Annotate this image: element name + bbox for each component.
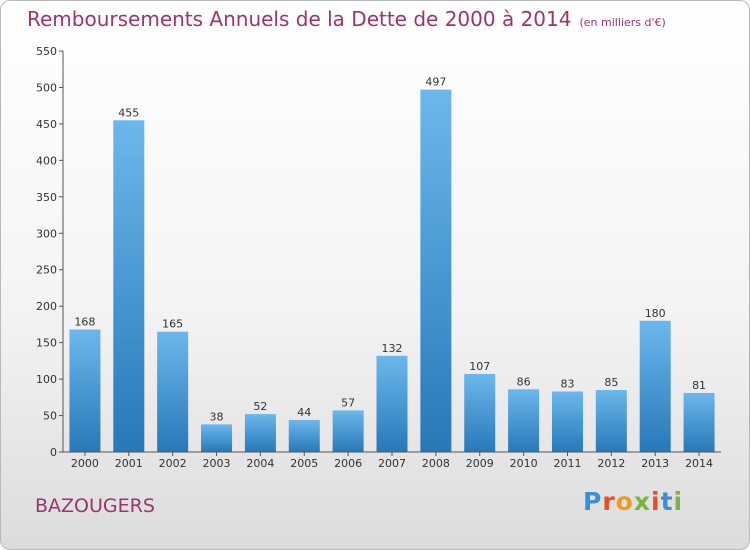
value-label-2010: 86 xyxy=(517,375,531,388)
x-tick-label-2002: 2002 xyxy=(159,457,187,470)
x-tick-label-2010: 2010 xyxy=(510,457,538,470)
y-tick-label: 450 xyxy=(36,118,57,131)
value-label-2001: 455 xyxy=(118,106,139,119)
y-tick-label: 350 xyxy=(36,191,57,204)
bar-2007 xyxy=(376,355,408,452)
y-tick-label: 300 xyxy=(36,227,57,240)
x-tick-label-2006: 2006 xyxy=(334,457,362,470)
bars: 168 455 165 38 52 44 57 132 497 107 86 83 85 180 81 xyxy=(69,76,715,452)
logo-letter: o xyxy=(615,487,634,516)
x-tick-label-2014: 2014 xyxy=(685,457,713,470)
x-tick-label-2011: 2011 xyxy=(553,457,581,470)
x-tick-label-2009: 2009 xyxy=(466,457,494,470)
x-tick-label-2005: 2005 xyxy=(290,457,318,470)
bar-2006 xyxy=(332,410,364,452)
value-label-2005: 44 xyxy=(297,406,311,419)
x-tick-label-2001: 2001 xyxy=(115,457,143,470)
x-tick-label-2008: 2008 xyxy=(422,457,450,470)
y-tick-label: 100 xyxy=(36,373,57,386)
value-label-2000: 168 xyxy=(74,316,95,329)
bar-2009 xyxy=(464,373,496,452)
bar-2002 xyxy=(157,331,189,452)
value-label-2009: 107 xyxy=(469,360,490,373)
bar-2011 xyxy=(551,391,583,452)
bar-2000 xyxy=(69,329,101,452)
x-tick-label-2007: 2007 xyxy=(378,457,406,470)
value-label-2007: 132 xyxy=(382,342,403,355)
value-label-2011: 83 xyxy=(560,377,574,390)
y-axis: 0 50 100 150 200 250 300 350 400 450 500 550 xyxy=(36,45,64,459)
value-label-2012: 85 xyxy=(604,376,618,389)
x-tick-label-2012: 2012 xyxy=(597,457,625,470)
value-label-2004: 52 xyxy=(253,400,267,413)
logo-letter: P xyxy=(583,487,603,516)
y-tick-label: 150 xyxy=(36,337,57,350)
bar-2013 xyxy=(639,320,671,452)
x-tick-label-2000: 2000 xyxy=(71,457,99,470)
value-label-2013: 180 xyxy=(645,307,666,320)
value-label-2003: 38 xyxy=(210,410,224,423)
x-tick-label-2004: 2004 xyxy=(246,457,274,470)
logo-letter: i xyxy=(651,487,661,516)
value-label-2014: 81 xyxy=(692,379,706,392)
chart-title: Remboursements Annuels de la Dette de 20… xyxy=(27,7,666,31)
value-label-2002: 165 xyxy=(162,318,183,331)
bar-2010 xyxy=(508,389,540,452)
y-tick-label: 50 xyxy=(43,410,57,423)
y-tick-label: 400 xyxy=(36,154,57,167)
y-tick-label: 550 xyxy=(36,45,57,58)
x-tick-label-2013: 2013 xyxy=(641,457,669,470)
logo-letter: t xyxy=(660,487,674,516)
logo-letter: i xyxy=(673,487,684,516)
y-tick-label: 500 xyxy=(36,81,57,94)
proxiti-logo: Proxiti xyxy=(583,487,683,516)
y-tick-label: 250 xyxy=(36,264,57,277)
bar-2003 xyxy=(201,424,233,452)
value-label-2008: 497 xyxy=(425,76,446,89)
x-axis: 2000 2001 2002 2003 2004 2005 2006 2007 2008 2009… xyxy=(63,451,721,470)
bar-2004 xyxy=(244,414,276,452)
bar-2005 xyxy=(288,419,320,452)
bar-2012 xyxy=(595,390,627,452)
bar-2014 xyxy=(683,392,715,452)
commune-name: BAZOUGERS xyxy=(35,495,155,517)
chart-unit: (en milliers d'€) xyxy=(579,16,666,29)
x-tick-label-2003: 2003 xyxy=(203,457,231,470)
bar-2001 xyxy=(113,120,145,452)
logo-letter: r xyxy=(602,487,616,516)
value-label-2006: 57 xyxy=(341,396,355,409)
y-tick-label: 0 xyxy=(50,446,57,459)
logo-letter: x xyxy=(633,487,651,516)
y-tick-label: 200 xyxy=(36,300,57,313)
chart-title-text: Remboursements Annuels de la Dette de 20… xyxy=(27,7,572,31)
bar-2008 xyxy=(420,89,452,452)
